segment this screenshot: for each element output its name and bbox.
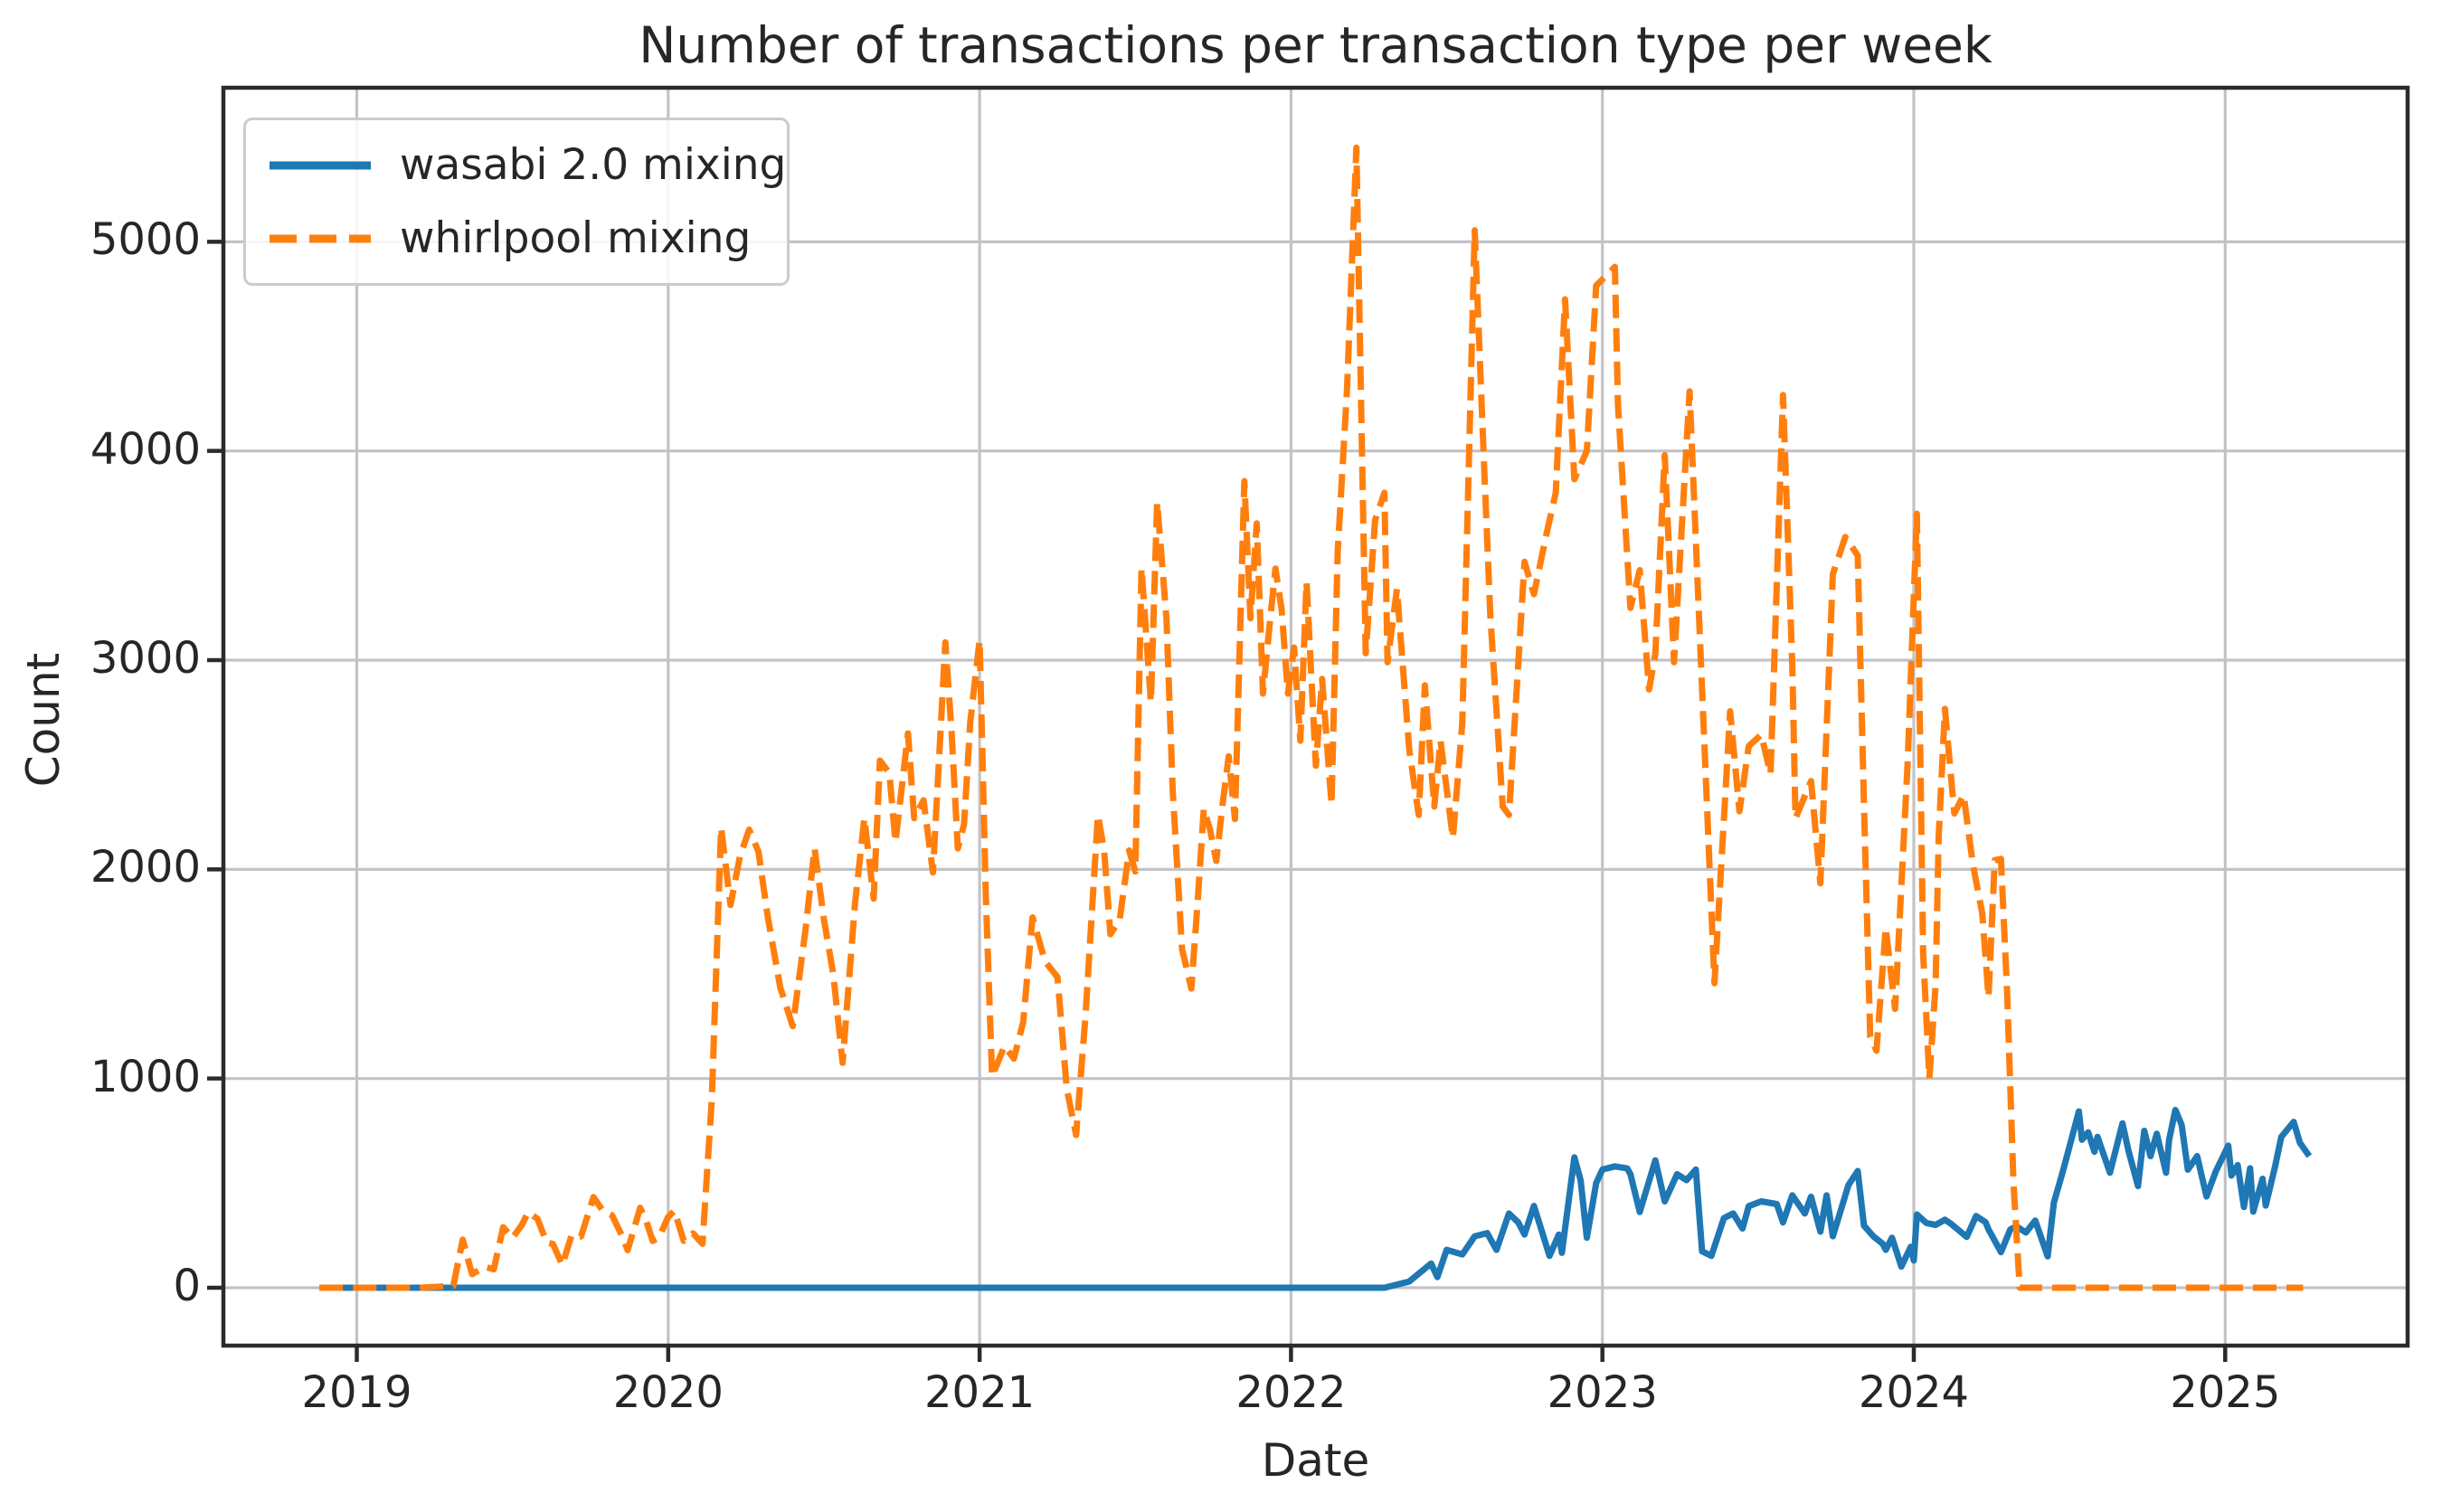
legend-line-dashed-icon xyxy=(270,234,371,242)
x-tick-label: 2024 xyxy=(1858,1367,1970,1418)
legend: wasabi 2.0 mixing whirlpool mixing xyxy=(243,118,790,286)
series-line-0 xyxy=(319,1106,2313,1291)
y-tick-label: 0 xyxy=(173,1261,201,1311)
legend-label: wasabi 2.0 mixing xyxy=(400,140,787,190)
x-axis-label: Date xyxy=(1261,1434,1370,1487)
x-tick-label: 2019 xyxy=(301,1367,412,1418)
y-tick-label: 1000 xyxy=(90,1051,201,1102)
series-line-1 xyxy=(319,144,2304,1291)
x-tick-label: 2021 xyxy=(924,1367,1036,1418)
legend-label: whirlpool mixing xyxy=(400,213,752,263)
y-tick-label: 3000 xyxy=(90,633,201,684)
x-tick-label: 2025 xyxy=(2170,1367,2281,1418)
x-tick-label: 2023 xyxy=(1547,1367,1658,1418)
legend-entry-whirlpool: whirlpool mixing xyxy=(266,213,762,263)
x-tick-label: 2020 xyxy=(612,1367,724,1418)
tick-marks xyxy=(207,240,2228,1362)
axes-spines xyxy=(221,85,2410,1348)
legend-line-solid-icon xyxy=(270,161,371,169)
x-tick-label: 2022 xyxy=(1235,1367,1347,1418)
chart-title: Number of transactions per transaction t… xyxy=(639,16,1992,74)
series-lines xyxy=(319,144,2313,1291)
legend-entry-wasabi: wasabi 2.0 mixing xyxy=(266,140,786,190)
y-tick-label: 4000 xyxy=(90,423,201,475)
y-tick-label: 5000 xyxy=(90,214,201,266)
y-tick-label: 2000 xyxy=(90,842,201,893)
gridlines xyxy=(223,88,2408,1346)
